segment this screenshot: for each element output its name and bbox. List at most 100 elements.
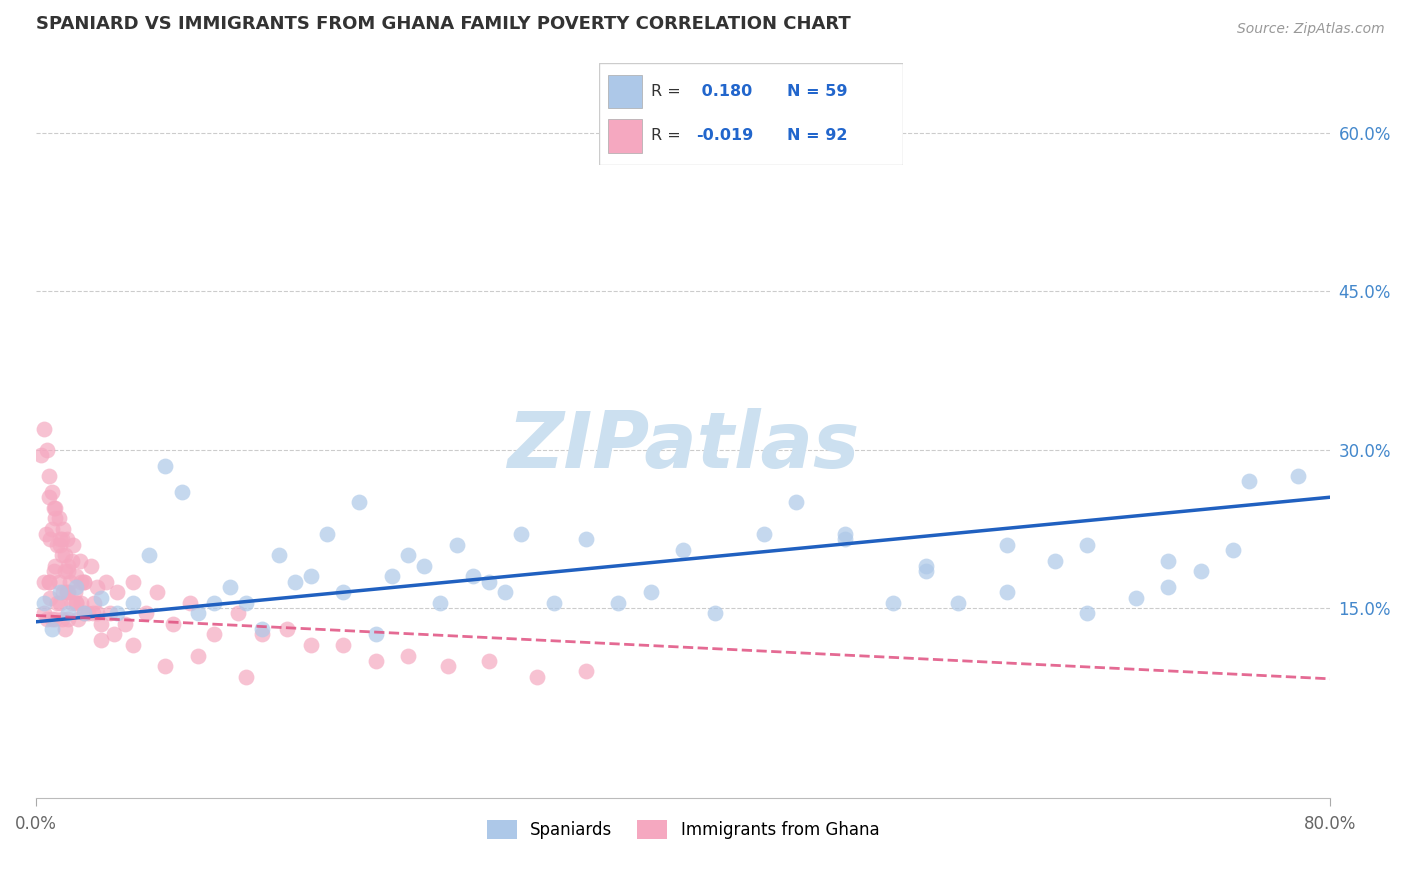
Point — [73, 607, 96, 621]
Point — [834, 527, 856, 541]
Point — [179, 596, 201, 610]
Point — [82, 607, 104, 621]
Point — [42, 564, 65, 578]
Point — [575, 533, 598, 547]
Point — [55, 585, 77, 599]
Point — [32, 574, 55, 589]
Point — [44, 558, 66, 573]
Point — [73, 574, 96, 589]
Point — [219, 580, 242, 594]
Point — [58, 564, 80, 578]
Point — [53, 549, 76, 563]
Point — [235, 670, 257, 684]
Point — [146, 585, 169, 599]
Point — [32, 421, 55, 435]
Text: ZIPatlas: ZIPatlas — [508, 408, 859, 483]
Point — [48, 574, 70, 589]
Point — [58, 585, 80, 599]
Point — [995, 585, 1018, 599]
Point — [49, 596, 72, 610]
Point — [946, 596, 969, 610]
Point — [607, 596, 630, 610]
Point — [49, 533, 72, 547]
Point — [396, 648, 419, 663]
Point — [51, 549, 73, 563]
Point — [52, 585, 75, 599]
Point — [94, 574, 117, 589]
Point — [32, 607, 55, 621]
Point — [332, 585, 354, 599]
Point — [66, 612, 89, 626]
Point — [65, 569, 87, 583]
Point — [41, 612, 63, 626]
Point — [640, 585, 662, 599]
Point — [135, 607, 157, 621]
Text: SPANIARD VS IMMIGRANTS FROM GHANA FAMILY POVERTY CORRELATION CHART: SPANIARD VS IMMIGRANTS FROM GHANA FAMILY… — [37, 15, 851, 33]
Point — [70, 574, 93, 589]
Point — [170, 484, 193, 499]
Point — [413, 558, 436, 573]
Point — [284, 574, 307, 589]
Point — [1076, 538, 1098, 552]
Point — [202, 596, 225, 610]
Point — [34, 527, 56, 541]
Point — [37, 442, 59, 457]
Point — [76, 607, 98, 621]
Point — [46, 538, 69, 552]
Point — [38, 574, 60, 589]
Point — [332, 638, 354, 652]
Point — [86, 580, 108, 594]
Point — [98, 607, 121, 621]
Point — [785, 495, 807, 509]
Point — [429, 596, 451, 610]
Point — [834, 533, 856, 547]
Point — [155, 659, 177, 673]
Point — [38, 574, 60, 589]
Point — [60, 553, 83, 567]
Point — [90, 632, 112, 647]
Point — [60, 596, 83, 610]
Point — [461, 569, 484, 583]
Point — [46, 596, 69, 610]
Point — [59, 574, 82, 589]
Point — [58, 558, 80, 573]
Point — [32, 596, 55, 610]
Point — [53, 564, 76, 578]
Point — [526, 670, 548, 684]
Point — [187, 607, 209, 621]
Point — [1239, 475, 1261, 489]
Point — [63, 585, 86, 599]
Point — [86, 607, 108, 621]
Point — [510, 527, 533, 541]
Point — [267, 549, 290, 563]
Point — [364, 654, 387, 668]
Point — [49, 585, 72, 599]
Point — [48, 511, 70, 525]
Point — [1222, 543, 1244, 558]
Point — [122, 574, 145, 589]
Point — [65, 596, 87, 610]
Point — [58, 607, 80, 621]
Point — [105, 607, 128, 621]
Point — [42, 500, 65, 515]
Point — [73, 574, 96, 589]
Point — [672, 543, 695, 558]
Point — [41, 522, 63, 536]
Point — [37, 612, 59, 626]
Point — [299, 638, 322, 652]
Point — [52, 522, 75, 536]
Point — [62, 538, 84, 552]
Point — [396, 549, 419, 563]
Point — [70, 596, 93, 610]
Point — [39, 591, 62, 605]
Point — [58, 612, 80, 626]
Point — [41, 622, 63, 636]
Point — [30, 448, 52, 462]
Point — [38, 490, 60, 504]
Point — [105, 585, 128, 599]
Point — [1157, 553, 1180, 567]
Point — [49, 538, 72, 552]
Point — [122, 638, 145, 652]
Point — [914, 558, 936, 573]
Point — [83, 596, 105, 610]
